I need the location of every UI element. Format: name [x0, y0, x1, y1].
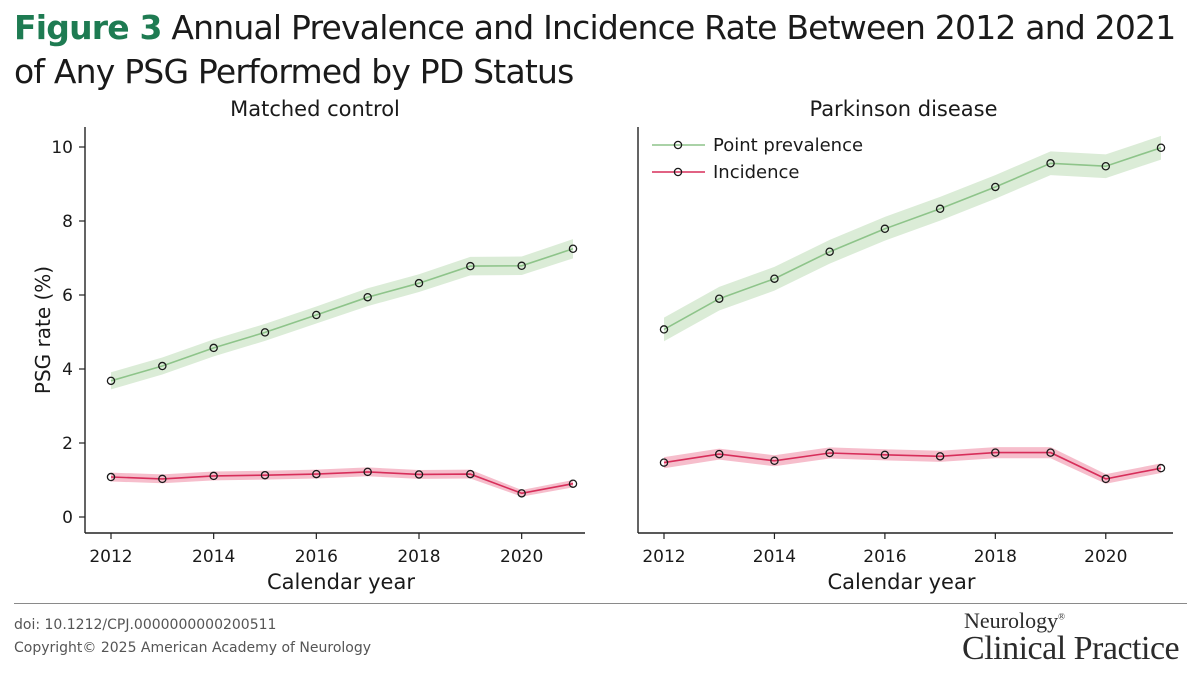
control-incidence-point-2017 — [363, 467, 372, 477]
pd-prevalence-point-2016 — [880, 224, 890, 234]
control-incidence-point-2021 — [568, 479, 578, 488]
pd-x-tick-label: 2020 — [1084, 547, 1127, 567]
control-incidence-point-2012 — [106, 472, 116, 482]
pd-incidence-point-2021 — [1156, 463, 1166, 473]
control-incidence-point-2014 — [209, 471, 218, 481]
pd-x-tick-label: 2012 — [642, 547, 685, 567]
pd-incidence-point-2015 — [825, 448, 834, 458]
pd-prevalence-point-2015 — [825, 247, 834, 256]
control-incidence-point-2016 — [312, 469, 321, 479]
control-prevalence-point-2015 — [260, 328, 270, 337]
pd-prevalence-point-2017 — [935, 204, 945, 214]
control-x-tick-label: 2020 — [500, 547, 543, 567]
pd-incidence-point-2018 — [991, 448, 1000, 457]
control-y-tick-label: 8 — [62, 212, 73, 232]
pd-incidence-point-2014 — [770, 456, 779, 466]
journal-logo-neurology: Neurology® — [964, 608, 1065, 634]
control-incidence-point-2020 — [517, 489, 526, 498]
legend-prevalence-label: Point prevalence — [713, 135, 863, 156]
figure-title: Figure 3 Annual Prevalence and Incidence… — [14, 6, 1194, 94]
control-incidence-point-2019 — [466, 469, 475, 479]
control-x-tick-label: 2014 — [192, 547, 235, 567]
pd-prevalence-point-2013 — [714, 294, 724, 303]
control-prevalence-point-2020 — [517, 261, 526, 271]
control-x-tick-label: 2016 — [295, 547, 338, 567]
pd-incidence-point-2016 — [880, 450, 890, 460]
pd-panel-title: Parkinson disease — [809, 97, 997, 121]
figure-title-text: Annual Prevalence and Incidence Rate Bet… — [14, 8, 1176, 91]
control-y-tick-label: 2 — [62, 434, 73, 454]
legend-incidence-swatch-marker — [673, 167, 683, 177]
control-prevalence-point-2016 — [312, 310, 321, 320]
chart-area: Matched control 2012 2014 2016 2018 2020 0 2 4 6 8… — [31, 97, 1173, 594]
pd-incidence-ci-band — [664, 447, 1161, 484]
control-y-tick-label: 4 — [62, 360, 73, 380]
control-prevalence-line — [110, 248, 574, 382]
pd-prevalence-point-2020 — [1101, 161, 1111, 171]
control-x-tick-label: 2012 — [89, 547, 132, 567]
control-incidence-point-2013 — [158, 474, 167, 484]
control-panel-title: Matched control — [230, 97, 400, 121]
pd-incidence-point-2019 — [1046, 448, 1055, 457]
copyright-text: Copyright© 2025 American Academy of Neur… — [14, 640, 372, 656]
control-prevalence-point-2019 — [466, 261, 475, 271]
control-x-axis-label: Calendar year — [267, 570, 415, 594]
pd-prevalence-point-2012 — [659, 325, 669, 334]
control-prevalence-point-2017 — [363, 292, 372, 302]
control-x-tick-label: 2018 — [397, 547, 440, 567]
control-y-axis-label: PSG rate (%) — [31, 266, 55, 394]
control-y-tick-label: 0 — [62, 508, 73, 528]
journal-name-line1: Neurology — [964, 608, 1059, 633]
pd-incidence-point-2017 — [935, 452, 945, 461]
registered-mark: ® — [1058, 611, 1065, 622]
pd-x-tick-label: 2018 — [974, 547, 1017, 567]
control-prevalence-point-2021 — [568, 244, 578, 253]
legend-incidence-label: Incidence — [713, 162, 800, 183]
control-prevalence-point-2014 — [209, 343, 218, 353]
pd-x-tick-label: 2016 — [863, 547, 906, 567]
pd-prevalence-point-2019 — [1046, 159, 1055, 168]
pd-prevalence-point-2018 — [991, 182, 1000, 192]
control-prevalence-ci-band — [111, 239, 573, 390]
legend-prevalence-swatch-marker — [673, 140, 683, 150]
control-incidence-point-2015 — [260, 470, 270, 480]
pd-prevalence-point-2021 — [1156, 143, 1166, 152]
figure-label: Figure 3 — [14, 8, 162, 47]
pd-prevalence-line — [663, 146, 1162, 331]
control-y-tick-label: 10 — [51, 138, 73, 158]
control-incidence-line — [110, 471, 574, 495]
pd-x-axis-label: Calendar year — [828, 570, 976, 594]
pd-prevalence-point-2014 — [770, 274, 779, 283]
control-prevalence-point-2013 — [158, 361, 167, 371]
control-y-tick-label: 6 — [62, 286, 73, 306]
pd-incidence-point-2020 — [1101, 474, 1111, 484]
pd-incidence-line — [663, 451, 1162, 480]
footer-divider — [14, 603, 1187, 604]
pd-prevalence-ci-band — [664, 135, 1161, 342]
journal-logo-clinical-practice: Clinical Practice — [962, 630, 1180, 667]
doi-text: doi: 10.1212/CPJ.0000000000200511 — [14, 617, 277, 633]
pd-incidence-point-2012 — [659, 458, 669, 467]
control-incidence-point-2018 — [414, 470, 424, 479]
control-incidence-ci-band — [111, 467, 573, 497]
control-prevalence-point-2012 — [106, 376, 116, 386]
pd-incidence-point-2013 — [714, 449, 724, 459]
pd-x-tick-label: 2014 — [753, 547, 796, 567]
control-prevalence-point-2018 — [414, 278, 424, 288]
